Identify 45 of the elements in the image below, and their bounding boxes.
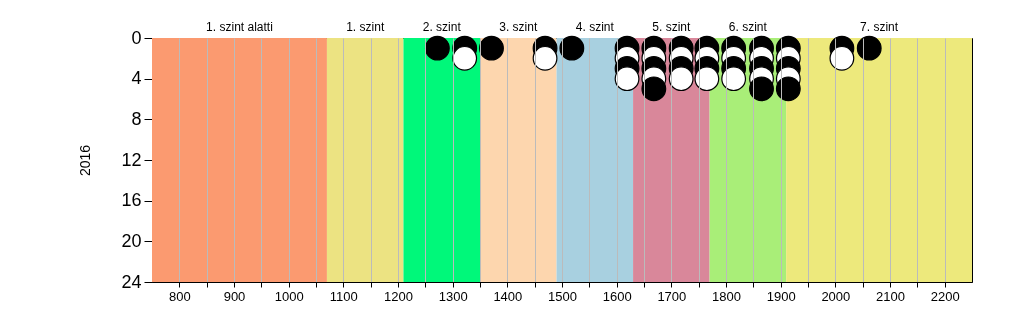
band-label: 5. szint [652, 20, 692, 34]
point [829, 45, 855, 71]
x-tick-label: 1100 [329, 288, 358, 304]
point [856, 35, 882, 61]
band-label: 7. szint [860, 20, 899, 34]
x-tick-label: 1500 [548, 288, 577, 304]
x-tick-label: 2000 [821, 288, 851, 304]
y-tick-label: 16 [121, 190, 142, 211]
x-tick-label: 1000 [274, 288, 304, 304]
y-axis-title: 2016 [77, 144, 94, 177]
point [424, 35, 450, 61]
band-label: 6. szint [728, 20, 768, 34]
point [452, 45, 478, 71]
point [532, 45, 558, 71]
x-tick-label: 1300 [438, 288, 468, 304]
x-tick-label: 1700 [657, 288, 687, 304]
y-tick-label: 8 [131, 108, 142, 129]
point [641, 76, 667, 102]
point [479, 35, 504, 61]
x-tick-label: 1800 [712, 288, 741, 304]
y-tick-label: 4 [131, 68, 142, 89]
point [721, 66, 747, 92]
band-label: 4. szint [575, 20, 615, 34]
point [559, 35, 585, 61]
point [614, 66, 640, 92]
band-label: 1. szint alatti [206, 20, 273, 34]
x-tick-label: 900 [223, 288, 246, 304]
point [668, 66, 694, 92]
band-label: 3. szint [499, 20, 538, 34]
x-tick-label: 1400 [493, 288, 523, 304]
y-tick-label: 20 [121, 230, 142, 251]
y-tick-label: 24 [121, 271, 142, 292]
point [775, 76, 801, 102]
x-tick-label: 2200 [930, 288, 960, 304]
x-tick-label: 1900 [766, 288, 796, 304]
x-tick-label: 2100 [876, 288, 905, 304]
x-tick-label: 1200 [384, 288, 413, 304]
band-label: 1. szint [346, 20, 385, 34]
x-tick-label: 800 [168, 288, 191, 304]
point [694, 66, 720, 92]
y-tick-label: 12 [121, 149, 142, 170]
x-tick-label: 1600 [602, 288, 632, 304]
y-tick-label: 0 [131, 27, 142, 48]
band-label: 2. szint [422, 20, 462, 34]
point [749, 76, 774, 102]
